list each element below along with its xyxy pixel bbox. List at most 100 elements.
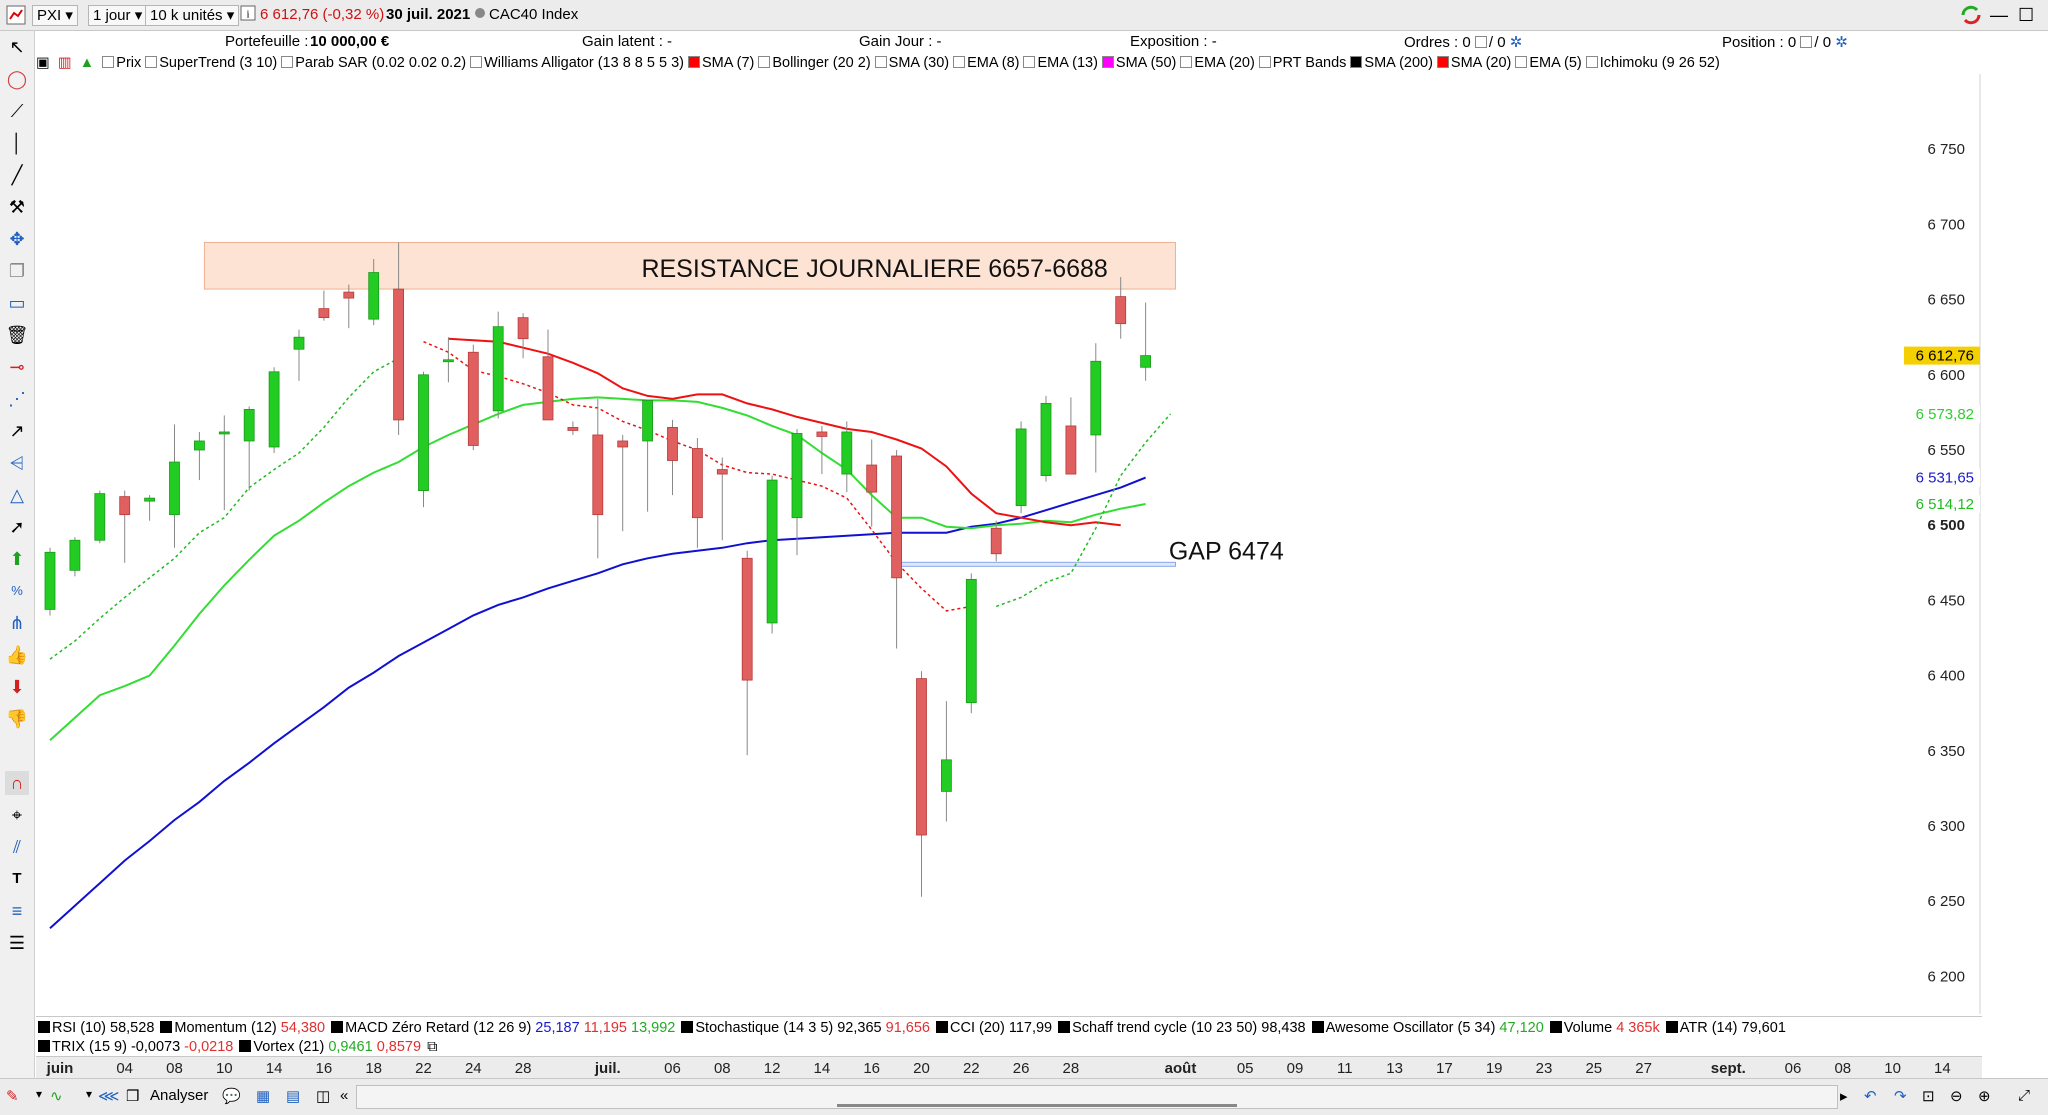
ellipse-tool-icon[interactable]: ◯ bbox=[6, 69, 28, 89]
indicator-chip[interactable]: Ichimoku (9 26 52) bbox=[1585, 55, 1720, 71]
sub-indicator-add-icon[interactable]: ⧉ bbox=[427, 1039, 438, 1055]
indicator-chip[interactable]: SMA (200) bbox=[1350, 55, 1433, 71]
price-chart[interactable]: RESISTANCE JOURNALIERE 6657-6688 GAP 6474… bbox=[36, 74, 1982, 1014]
indicator-toggle-icon[interactable] bbox=[1023, 56, 1036, 68]
scroll-back-icon[interactable]: « bbox=[340, 1087, 349, 1104]
sub-indicator-chip[interactable]: Volume 4 365k bbox=[1549, 1020, 1660, 1036]
sub-indicator-toggle-icon[interactable] bbox=[38, 1040, 50, 1052]
magnet-icon[interactable]: ∩ bbox=[5, 771, 29, 795]
sub-indicator-toggle-icon[interactable] bbox=[1665, 1021, 1678, 1033]
minimize-icon[interactable]: — bbox=[1990, 5, 2008, 25]
rectangle-tool-icon[interactable]: ▭ bbox=[8, 293, 26, 313]
sub-indicator-toggle-icon[interactable] bbox=[1311, 1021, 1324, 1033]
sub-indicator-chip[interactable]: CCI (20) 117,99 bbox=[936, 1020, 1052, 1036]
indicator-toggle-icon[interactable] bbox=[687, 56, 700, 68]
pencil-icon[interactable]: ✎ bbox=[6, 1088, 19, 1105]
thumbs-up-icon[interactable]: 👍 bbox=[5, 645, 29, 665]
indicator-dropdown-icon[interactable]: ▾ bbox=[86, 1087, 93, 1101]
zoom-in-icon[interactable]: ⊕ bbox=[1978, 1088, 1991, 1105]
symbol-dropdown[interactable]: PXI ▾ bbox=[32, 5, 78, 26]
scrollbar-thumb[interactable] bbox=[837, 1104, 1237, 1107]
units-dropdown[interactable]: 10 k unités ▾ bbox=[145, 5, 240, 26]
share-icon[interactable]: ⋘ bbox=[98, 1088, 120, 1105]
indicator-chip[interactable]: SuperTrend (3 10) bbox=[145, 55, 277, 71]
chart-type-icon[interactable]: ▥ bbox=[57, 55, 72, 71]
expand-icon[interactable]: ⤢ bbox=[2018, 1087, 2031, 1104]
position-box-icon[interactable] bbox=[1800, 36, 1813, 48]
sub-indicator-toggle-icon[interactable] bbox=[1549, 1021, 1562, 1033]
indicator-chip[interactable]: EMA (13) bbox=[1023, 55, 1098, 71]
sub-indicator-chip[interactable]: Vortex (21) 0,9461 0,8579 bbox=[239, 1039, 421, 1055]
move-tool-icon[interactable]: ✥ bbox=[9, 229, 25, 249]
horizontal-line-icon[interactable]: ⊸ bbox=[9, 357, 25, 377]
fibonacci-fan-icon[interactable]: ⋰ bbox=[8, 389, 26, 409]
window-split-icon[interactable]: ▤ bbox=[286, 1088, 301, 1105]
indicator-toggle-icon[interactable] bbox=[874, 56, 887, 68]
redo-icon[interactable]: ↷ bbox=[1894, 1088, 1907, 1105]
indicator-toggle-icon[interactable] bbox=[1258, 56, 1271, 68]
indicator-chip[interactable]: EMA (8) bbox=[953, 55, 1019, 71]
sub-indicator-chip[interactable]: ATR (14) 79,601 bbox=[1665, 1020, 1786, 1036]
time-scrollbar[interactable] bbox=[356, 1085, 1838, 1109]
undo-icon[interactable]: ↶ bbox=[1864, 1088, 1877, 1105]
cursor-cross-icon[interactable]: ⌖ bbox=[11, 805, 23, 825]
sub-indicator-toggle-icon[interactable] bbox=[1058, 1021, 1071, 1033]
ordres-gear-icon[interactable]: ✲ bbox=[1509, 34, 1523, 51]
sub-indicator-toggle-icon[interactable] bbox=[239, 1040, 252, 1052]
thumbs-down-icon[interactable]: 👎 bbox=[5, 709, 29, 729]
indicator-toggle-icon[interactable] bbox=[102, 56, 115, 68]
indicator-toggle-icon[interactable] bbox=[1436, 56, 1449, 68]
analyser-button[interactable]: Analyser bbox=[150, 1087, 209, 1104]
cursor-arrow-icon[interactable]: ↖ bbox=[9, 37, 25, 57]
scroll-forward-icon[interactable]: ▸ bbox=[1840, 1088, 1848, 1105]
vertical-line-icon[interactable]: │ bbox=[11, 133, 23, 153]
window-icon[interactable]: ❒ bbox=[126, 1088, 140, 1105]
indicator-toggle-icon[interactable] bbox=[953, 56, 966, 68]
arrow-tool-icon[interactable]: ↗ bbox=[9, 421, 25, 441]
indicator-chip[interactable]: Bollinger (20 2) bbox=[758, 55, 871, 71]
indicator-chip[interactable]: SMA (30) bbox=[874, 55, 949, 71]
indicator-icon[interactable]: ∿ bbox=[50, 1088, 63, 1105]
pitchfork-icon[interactable]: ⋔ bbox=[9, 613, 25, 633]
sub-indicator-chip[interactable]: RSI (10) 58,528 bbox=[38, 1020, 154, 1036]
ordres-box-icon[interactable] bbox=[1474, 36, 1487, 48]
pencil-dropdown-icon[interactable]: ▾ bbox=[36, 1087, 43, 1101]
sub-indicator-chip[interactable]: Awesome Oscillator (5 34) 47,120 bbox=[1311, 1020, 1544, 1036]
zoom-out-icon[interactable]: ⊖ bbox=[1950, 1088, 1963, 1105]
indicator-toggle-icon[interactable] bbox=[1180, 56, 1193, 68]
sub-indicator-toggle-icon[interactable] bbox=[331, 1021, 344, 1033]
indicator-toggle-icon[interactable] bbox=[758, 56, 771, 68]
layout-toggle-icon[interactable]: ◫ bbox=[316, 1088, 331, 1105]
refresh-icon[interactable] bbox=[1960, 5, 1982, 25]
segment-tool-icon[interactable]: ⟋ bbox=[10, 101, 24, 121]
indicator-toggle-icon[interactable] bbox=[1585, 56, 1598, 68]
time-axis[interactable]: juin 04 08 10 14 16 18 22 24 28 juil. 06 08 12 14 16 20 2… bbox=[36, 1056, 1982, 1079]
layout-icon[interactable]: ▣ bbox=[36, 55, 50, 71]
indicator-chip[interactable]: Parab SAR (0.02 0.02 0.2) bbox=[281, 55, 466, 71]
indicator-chip[interactable]: EMA (20) bbox=[1180, 55, 1255, 71]
indicator-chip[interactable]: EMA (5) bbox=[1515, 55, 1582, 71]
table-icon[interactable]: ▦ bbox=[256, 1088, 271, 1105]
indicator-chip[interactable]: SMA (20) bbox=[1436, 55, 1511, 71]
sub-indicator-toggle-icon[interactable] bbox=[936, 1021, 948, 1033]
indicator-chip[interactable]: SMA (7) bbox=[687, 55, 754, 71]
sub-indicator-chip[interactable]: TRIX (15 9) -0,0073 -0,0218 bbox=[38, 1039, 233, 1055]
trend-line-icon[interactable]: ╱ bbox=[11, 165, 23, 185]
sub-indicator-chip[interactable]: Momentum (12) 54,380 bbox=[160, 1020, 325, 1036]
sub-indicator-chip[interactable]: Schaff trend cycle (10 23 50) 98,438 bbox=[1058, 1020, 1306, 1036]
indicator-toggle-icon[interactable] bbox=[1101, 56, 1114, 68]
indicator-chip[interactable]: Williams Alligator (13 8 8 5 5 3) bbox=[470, 55, 684, 71]
ray-tool-icon[interactable]: ➚ bbox=[9, 517, 25, 537]
maximize-icon[interactable]: ☐ bbox=[2018, 5, 2035, 25]
eraser-tool-icon[interactable]: ⚒ bbox=[8, 197, 26, 217]
zoom-fit-icon[interactable]: ⊡ bbox=[1922, 1088, 1935, 1105]
indicator-chip[interactable]: SMA (50) bbox=[1101, 55, 1176, 71]
sub-indicator-toggle-icon[interactable] bbox=[160, 1021, 173, 1033]
trash-icon[interactable]: 🗑 bbox=[5, 325, 29, 345]
sub-indicator-toggle-icon[interactable] bbox=[38, 1021, 50, 1033]
triangle-tool-icon[interactable]: △ bbox=[10, 485, 24, 505]
gann-fan-icon[interactable]: ⫽ bbox=[12, 837, 22, 857]
info-icon[interactable]: i bbox=[240, 5, 256, 25]
indicator-toggle-icon[interactable] bbox=[145, 56, 158, 68]
percent-tool-icon[interactable]: % bbox=[11, 583, 23, 598]
